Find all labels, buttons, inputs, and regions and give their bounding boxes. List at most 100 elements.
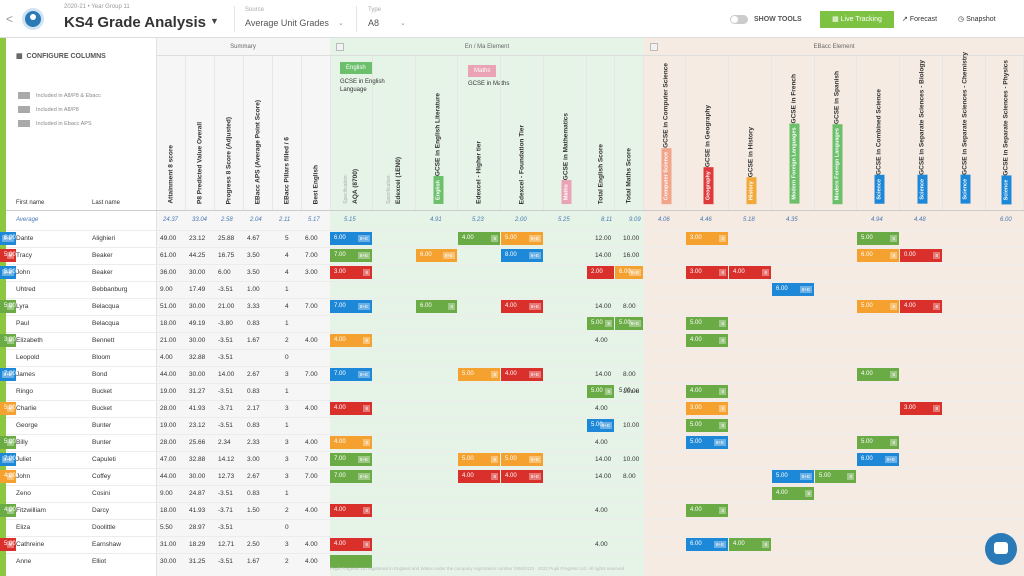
column-header-spec[interactable]: Specification: Edexcel (1EN0) — [373, 56, 416, 210]
table-row[interactable]: George Bunter 19.00 23.12 -3.51 0.83 1 10.00 — [6, 417, 1024, 434]
grade-cell[interactable]: 4.00 8 — [772, 487, 814, 500]
column-header-subject[interactable]: GeographyGCSE in Geography — [686, 56, 729, 210]
grade-cell[interactable]: 7.00 8+E — [0, 453, 16, 466]
grade-cell[interactable]: 4.00 8 — [458, 470, 500, 483]
snapshot-button[interactable]: ◷ Snapshot — [958, 11, 1018, 28]
grade-cell[interactable]: 7.00 8+E — [0, 368, 16, 381]
table-row[interactable]: Leopold Bloom 4.00 32.88 -3.51 0 — [6, 349, 1024, 366]
grade-cell[interactable]: 6.00 8+E — [615, 266, 643, 279]
table-row[interactable]: Tracy Beaker 61.00 44.25 16.75 3.50 4 7.00 14.00… — [6, 247, 1024, 264]
grade-cell[interactable]: 8.00 8+E — [501, 249, 543, 262]
grade-cell[interactable]: 4.00 8 — [857, 368, 899, 381]
grade-cell[interactable]: 7.00 8+E — [330, 368, 372, 381]
table-row[interactable]: Eliza Doolittle 5.50 28.97 -3.51 0 — [6, 519, 1024, 536]
table-row[interactable]: Fitzwilliam Darcy 18.00 41.93 -3.71 1.50 2 4.00… — [6, 502, 1024, 519]
last-name-header[interactable]: Last name — [92, 200, 121, 206]
column-header-subject[interactable]: Total Maths Score — [615, 56, 644, 210]
grade-cell[interactable]: 4.00 8 — [330, 402, 372, 415]
table-row[interactable]: Dante Alighieri 49.00 23.12 25.88 4.67 5 6.00 12… — [6, 230, 1024, 247]
forecast-button[interactable]: ↗ Forecast — [902, 11, 950, 28]
grade-cell[interactable]: 4.00 8 — [458, 232, 500, 245]
column-header-subject[interactable]: Edexcel - Foundation Tier — [501, 56, 544, 210]
grade-cell[interactable]: 3.00 8 — [686, 266, 728, 279]
grade-cell[interactable]: 6.00 8+E — [686, 538, 728, 551]
table-row[interactable]: Ringo Bucket 19.00 31.27 -3.51 0.83 1 10.00 — [6, 383, 1024, 400]
user-avatar-icon[interactable] — [22, 8, 44, 30]
column-header-subject[interactable]: HistoryGCSE in History — [729, 56, 772, 210]
grade-cell[interactable]: 3.00 8 — [686, 402, 728, 415]
configure-columns-button[interactable]: ▦ CONFIGURE COLUMNS — [16, 53, 106, 60]
column-header-subject[interactable]: Computer ScienceGCSE in Computer Science — [644, 56, 686, 210]
column-header-summary[interactable]: Best English — [302, 56, 331, 210]
column-header-subject[interactable]: EnglishGCSE in English Literature — [416, 56, 458, 210]
grade-cell[interactable]: 4.00 8 — [686, 504, 728, 517]
grade-cell[interactable]: 5.00 8+E — [615, 317, 643, 330]
column-header-subject[interactable]: Modern Foreign LanguagesGCSE in Spanish — [815, 56, 857, 210]
grade-cell[interactable]: 4.00 8 — [330, 334, 372, 347]
grade-cell[interactable]: 5.00 8+E — [772, 470, 814, 483]
grade-cell[interactable]: 6.00 8 — [416, 300, 457, 313]
grade-cell[interactable]: 4.00 8 — [686, 334, 728, 347]
grade-cell[interactable]: 4.00 8+E — [501, 470, 543, 483]
table-row[interactable]: Elizabeth Bennett 21.00 30.00 -3.51 1.67 2 4.00… — [6, 332, 1024, 349]
table-row[interactable]: James Bond 44.00 30.00 14.00 2.67 3 7.00 14.00 8.… — [6, 366, 1024, 383]
grade-cell[interactable]: 7.00 8+E — [330, 249, 372, 262]
grade-cell[interactable]: 3.00 8 — [900, 402, 942, 415]
column-header-subject[interactable]: Edexcel - Higher tier — [458, 56, 501, 210]
grade-cell[interactable]: 6.00 8+E — [416, 249, 457, 262]
column-header-subject[interactable]: ScienceGCSE in Separate Sciences - Biolo… — [900, 56, 943, 210]
table-row[interactable]: Lyra Belacqua 51.00 30.00 21.00 3.33 4 7.00 14.0… — [6, 298, 1024, 315]
grade-cell[interactable]: 4.00 8 — [330, 504, 372, 517]
show-tools-toggle[interactable] — [730, 15, 748, 24]
grade-cell[interactable] — [330, 555, 372, 568]
grade-cell[interactable]: 5.00 8+E — [587, 419, 614, 432]
grade-cell[interactable]: 4.00 8 — [900, 300, 942, 313]
live-tracking-button[interactable]: ▦ Live Tracking — [820, 11, 894, 28]
table-row[interactable]: JohnBeaker36.0030.006.003.5043.003.0012.… — [6, 264, 1024, 281]
first-name-header[interactable]: First name — [16, 200, 45, 206]
grade-cell[interactable]: 3.00 8 — [686, 232, 728, 245]
grade-cell[interactable]: 5.00 8+E — [501, 232, 543, 245]
grade-cell[interactable]: 5.00 8+E — [615, 385, 643, 398]
table-row[interactable]: Cathreine Earnshaw 31.00 18.29 12.71 2.50 3 4.0… — [6, 536, 1024, 553]
grade-cell[interactable]: 4.00 8 — [0, 504, 16, 517]
grade-cell[interactable]: 4.00 8 — [686, 385, 728, 398]
table-row[interactable]: Juliet Capuleti 47.00 32.88 14.12 3.00 3 7.00 14… — [6, 451, 1024, 468]
grade-cell[interactable]: 4.00 8 — [729, 538, 771, 551]
grade-cell[interactable]: 5.00 8+E — [686, 436, 728, 449]
column-header-subject[interactable]: Modern Foreign LanguagesGCSE in French — [772, 56, 815, 210]
grade-cell[interactable]: 4.00 8+E — [501, 368, 543, 381]
column-header-subject[interactable]: ScienceGCSE in Separate Sciences - Chemi… — [943, 52, 986, 210]
grade-cell[interactable]: 4.00 8+E — [501, 300, 543, 313]
grade-cell[interactable]: 3.00 8 — [330, 266, 372, 279]
column-header-subject[interactable]: Total English Score — [587, 56, 615, 210]
chat-button[interactable] — [985, 533, 1017, 565]
grade-cell[interactable]: 5.50 8+E — [0, 266, 16, 279]
column-header-subject[interactable]: ScienceGCSE in Separate Sciences - Physi… — [986, 56, 1024, 210]
chevron-down-icon[interactable]: ⌄ — [338, 20, 344, 27]
grade-cell[interactable]: 4.00 8 — [330, 436, 372, 449]
grade-cell[interactable]: 3.00 8 — [0, 334, 16, 347]
column-header-summary[interactable]: Attainment 8 score — [157, 56, 186, 210]
grade-cell[interactable]: 7.00 8+E — [330, 300, 372, 313]
column-header-subject[interactable]: MathsGCSE in Mathematics — [544, 56, 587, 210]
grade-cell[interactable]: 4.00 8 — [0, 470, 16, 483]
collapse-icon[interactable] — [650, 43, 658, 51]
grade-cell[interactable]: 6.00 8+E — [857, 453, 899, 466]
chevron-down-icon[interactable]: ⌄ — [400, 20, 406, 27]
table-row[interactable]: Uhtred Bebbanburg 9.00 17.49 -3.51 1.00 1 — [6, 281, 1024, 298]
